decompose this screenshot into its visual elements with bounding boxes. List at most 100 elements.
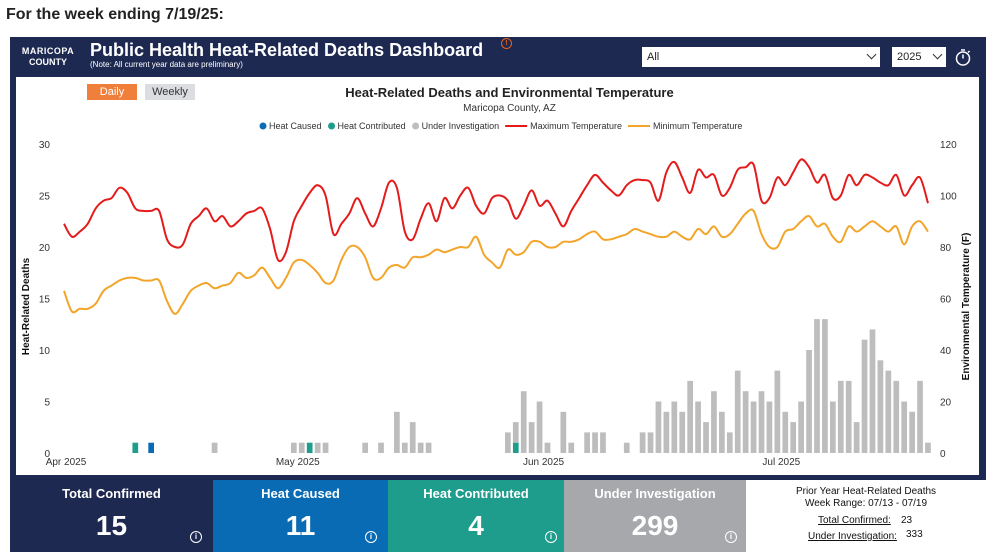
- tile-heat-contributed: Heat Contributed 4 i: [388, 480, 564, 552]
- bar-under-investigation: [742, 391, 749, 453]
- tile-label: Total Confirmed: [62, 486, 161, 501]
- bar-under-investigation: [655, 401, 662, 453]
- logo-line2: COUNTY: [29, 57, 67, 67]
- bar-under-investigation: [806, 350, 812, 453]
- bar-under-investigation: [917, 380, 923, 453]
- bar-under-investigation: [314, 442, 321, 453]
- prior-year-week-range: Week Range: 07/13 - 07/19: [804, 498, 928, 509]
- bar-under-investigation: [829, 401, 836, 453]
- legend-label: Minimum Temperature: [653, 121, 742, 131]
- bar-under-investigation: [861, 339, 868, 453]
- chevron-down-icon: [932, 49, 943, 60]
- tile-label: Heat Contributed: [423, 486, 529, 501]
- bar-under-investigation: [298, 442, 305, 453]
- legend-label: Heat Contributed: [338, 121, 406, 131]
- chart-subtitle: Maricopa County, AZ: [463, 103, 556, 114]
- bar-under-investigation: [869, 329, 876, 453]
- dashboard: MARICOPA COUNTY Public Health Heat-Relat…: [10, 37, 986, 552]
- bar-under-investigation: [853, 422, 860, 453]
- daily-toggle-button[interactable]: Daily: [87, 84, 137, 100]
- bar-under-investigation: [719, 411, 725, 453]
- bar-under-investigation: [584, 432, 590, 453]
- y-axis-title: Heat-Related Deaths: [21, 257, 32, 355]
- bar-under-investigation: [600, 432, 606, 453]
- weekly-toggle-button[interactable]: Weekly: [145, 84, 195, 100]
- x-tick-label: Jun 2025: [523, 457, 565, 468]
- chevron-down-icon: [866, 49, 877, 60]
- legend-marker: [328, 122, 336, 130]
- y-tick-label: 25: [39, 192, 51, 203]
- bar-under-investigation: [536, 401, 543, 453]
- bar-under-investigation: [798, 401, 804, 453]
- y2-tick-label: 80: [940, 243, 952, 254]
- bar-under-investigation: [417, 442, 424, 453]
- tile-label: Under Investigation: [594, 486, 716, 501]
- bar-under-investigation: [925, 442, 931, 453]
- y2-tick-label: 0: [940, 449, 946, 460]
- bar-under-investigation: [893, 380, 900, 453]
- bar-heat-caused: [148, 442, 155, 453]
- prior-under-investigation-value: 333: [906, 529, 923, 540]
- bar-under-investigation: [845, 380, 852, 453]
- year-value: 2025: [897, 51, 922, 63]
- bar-under-investigation: [901, 401, 908, 453]
- legend-label: Under Investigation: [422, 121, 500, 131]
- logo-line1: MARICOPA: [21, 46, 75, 56]
- tile-total-confirmed: Total Confirmed 15 i: [10, 480, 213, 552]
- x-tick-label: May 2025: [276, 457, 320, 468]
- category-filter-value: All: [647, 51, 660, 63]
- bar-under-investigation: [671, 401, 678, 453]
- chart-subtitle-wrap: Maricopa County, AZ: [16, 103, 979, 114]
- y2-axis-title: Environmental Temperature (F): [961, 233, 972, 381]
- bar-under-investigation: [766, 401, 773, 453]
- bar-under-investigation: [790, 422, 797, 453]
- bar-under-investigation: [663, 411, 670, 453]
- info-icon[interactable]: i: [725, 531, 737, 543]
- stopwatch-icon[interactable]: [954, 48, 972, 66]
- prior-total-confirmed-label: Total Confirmed:: [818, 515, 891, 526]
- title-info-icon[interactable]: !: [501, 38, 512, 49]
- bar-under-investigation: [726, 432, 733, 453]
- y2-tick-label: 60: [940, 295, 952, 306]
- prior-under-investigation-label: Under Investigation:: [808, 531, 897, 542]
- tile-value: 11: [285, 510, 316, 541]
- legend-label: Maximum Temperature: [530, 121, 622, 131]
- bar-under-investigation: [711, 391, 717, 453]
- tile-under-investigation: Under Investigation 299 i: [564, 480, 746, 552]
- y-tick-label: 5: [44, 398, 50, 409]
- y2-tick-label: 20: [940, 398, 952, 409]
- bar-under-investigation: [877, 360, 884, 453]
- deaths-temperature-chart: Heat Caused Heat Contributed Under Investi…: [21, 121, 972, 468]
- prior-year-title: Prior Year Heat-Related Deaths: [795, 486, 937, 497]
- bar-under-investigation: [528, 422, 535, 453]
- legend-marker: [259, 122, 267, 130]
- y2-tick-label: 120: [940, 140, 957, 151]
- y-tick-label: 0: [44, 449, 50, 460]
- bar-under-investigation: [782, 411, 789, 453]
- y-tick-label: 10: [39, 346, 51, 357]
- dashboard-note: (Note: All current year data are prelimi…: [90, 60, 243, 69]
- x-tick-label: Jul 2025: [762, 457, 800, 468]
- category-filter-dropdown[interactable]: All: [642, 47, 880, 67]
- tile-value: 4: [468, 510, 484, 541]
- info-icon[interactable]: i: [365, 531, 377, 543]
- bar-under-investigation: [647, 432, 654, 453]
- bar-under-investigation: [394, 411, 400, 453]
- info-icon[interactable]: i: [545, 531, 557, 543]
- bar-heat-contributed: [512, 442, 519, 453]
- bar-under-investigation: [687, 380, 694, 453]
- bar-under-investigation: [504, 432, 511, 453]
- bar-under-investigation: [750, 401, 757, 453]
- bar-under-investigation: [885, 370, 892, 453]
- info-icon[interactable]: i: [190, 531, 202, 543]
- bar-under-investigation: [822, 319, 828, 453]
- bar-under-investigation: [211, 442, 218, 453]
- y-tick-label: 30: [39, 140, 51, 151]
- chart-title-wrap: Heat-Related Deaths and Environmental Te…: [16, 85, 979, 100]
- year-dropdown[interactable]: 2025: [892, 47, 946, 67]
- bar-under-investigation: [322, 442, 329, 453]
- bar-under-investigation: [814, 319, 820, 453]
- y2-tick-label: 100: [940, 192, 957, 203]
- tile-value: 299: [631, 510, 679, 541]
- maricopa-logo: MARICOPA COUNTY: [14, 41, 82, 71]
